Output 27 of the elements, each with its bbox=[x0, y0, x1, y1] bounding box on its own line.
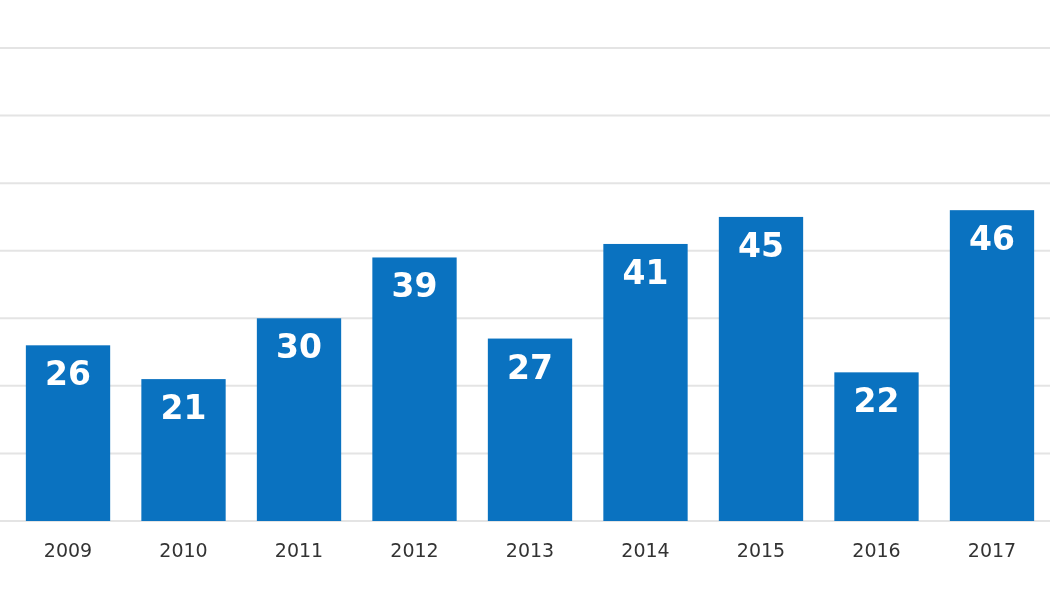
x-tick-label: 2013 bbox=[505, 539, 555, 561]
data-label: 46 bbox=[969, 219, 1015, 259]
data-label: 27 bbox=[507, 347, 553, 387]
bar bbox=[487, 338, 573, 521]
bar bbox=[603, 243, 688, 521]
data-label: 39 bbox=[391, 266, 438, 306]
data-label: 22 bbox=[853, 381, 900, 421]
x-tick-label: 2014 bbox=[621, 539, 670, 561]
bar bbox=[949, 210, 1035, 521]
x-tick-label: 2010 bbox=[159, 539, 208, 561]
x-tick-label: 2015 bbox=[736, 539, 786, 561]
data-label: 26 bbox=[45, 354, 91, 394]
x-tick-label: 2017 bbox=[967, 539, 1017, 561]
data-label: 45 bbox=[738, 225, 784, 265]
x-tick-label: 2016 bbox=[852, 539, 901, 561]
x-tick-label: 2009 bbox=[43, 539, 93, 561]
x-tick-label: 2011 bbox=[274, 539, 324, 561]
bar bbox=[718, 216, 804, 521]
bar bbox=[256, 318, 342, 521]
bar bbox=[372, 257, 457, 521]
bar bbox=[834, 372, 919, 521]
x-tick-label: 2012 bbox=[390, 539, 439, 561]
bar bbox=[25, 345, 111, 521]
data-label: 21 bbox=[160, 388, 207, 428]
data-label: 30 bbox=[276, 327, 322, 367]
data-label: 41 bbox=[622, 252, 669, 292]
bar bbox=[141, 379, 226, 521]
